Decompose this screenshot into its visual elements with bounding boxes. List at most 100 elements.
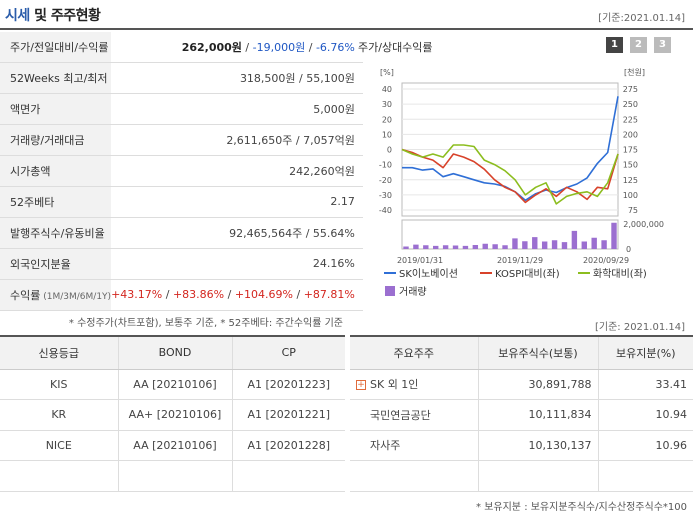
- shareholder-name: 국민연금공단: [350, 399, 479, 431]
- col-header-bond: BOND: [118, 337, 233, 370]
- col-header-shareholder: 주요주주: [350, 337, 479, 370]
- volume-bar: [462, 245, 469, 249]
- expand-plus-icon[interactable]: +: [356, 380, 366, 391]
- rating-agency: KIS: [0, 369, 119, 400]
- market-row: 52Weeks 최고/최저 318,500원 / 55,100원: [0, 62, 363, 95]
- return-1m: +43.17%: [111, 288, 163, 302]
- rating-agency: KR: [0, 399, 119, 431]
- period-button-1[interactable]: 1: [606, 37, 623, 53]
- y-left-tick-label: -10: [379, 161, 392, 170]
- col-header-shares: 보유주식수(보통): [478, 337, 599, 370]
- shares-held: 30,891,788: [478, 369, 599, 400]
- y-left-unit-label: [%]: [380, 68, 394, 77]
- market-row-label: 52Weeks 최고/최저: [0, 62, 112, 95]
- y-right-tick-label: 125: [623, 176, 638, 185]
- divider: [350, 335, 693, 337]
- table-row-empty: [350, 460, 693, 492]
- volume-bar: [482, 243, 488, 249]
- y-right-tick-label: 175: [623, 146, 638, 155]
- bond-rating: AA+ [20210106]: [118, 399, 233, 431]
- market-row-value: 24.16%: [111, 248, 363, 280]
- legend-label: KOSPI대비(좌): [495, 268, 560, 280]
- ownership-ratio: 10.94: [598, 399, 693, 431]
- y-left-tick-label: -20: [379, 176, 392, 185]
- market-row: 주가/전일대비/수익률 262,000원 / -19,000원 / -6.76%: [0, 32, 363, 64]
- legend-label: 화학대비(좌): [593, 268, 647, 280]
- price-value: 262,000원 / -19,000원 / -6.76%: [111, 32, 363, 64]
- volume-bar: [541, 241, 548, 249]
- market-row: 액면가 5,000원: [0, 93, 363, 126]
- table-header-row: 주요주주 보유주식수(보통) 보유지분(%): [350, 337, 693, 370]
- shareholder-name: 자사주: [350, 430, 479, 461]
- market-row: 거래량/거래대금 2,611,650주 / 7,057억원: [0, 124, 363, 157]
- footnote-ownership: * 보유지분 : 보유지분주식수/지수산정주식수*100: [476, 502, 687, 513]
- table-header-row: 신용등급 BOND CP: [0, 337, 345, 370]
- market-row-label: 거래량/거래대금: [0, 124, 112, 157]
- cp-rating: A1 [20201228]: [232, 430, 345, 461]
- col-header-ratio: 보유지분(%): [598, 337, 693, 370]
- y-right-tick-label: 100: [623, 191, 638, 200]
- market-row: 발행주식수/유동비율 92,465,564주 / 55.64%: [0, 217, 363, 249]
- table-row-empty: [0, 460, 345, 492]
- volume-bar: [571, 230, 578, 249]
- y-left-tick-label: 20: [382, 115, 392, 124]
- market-row-label: 발행주식수/유동비율: [0, 217, 112, 249]
- table-row: 자사주 10,130,137 10.96: [350, 430, 693, 461]
- table-row: NICE AA [20210106] A1 [20201228]: [0, 430, 345, 461]
- shareholder-base-date: [기준: 2021.01.14]: [594, 322, 685, 333]
- market-row-label: 시가총액: [0, 155, 112, 187]
- table-row: + SK 외 1인 30,891,788 33.41: [350, 369, 693, 400]
- returns-label-text: 수익률: [10, 288, 41, 302]
- empty-cell: [118, 460, 233, 492]
- y-right-tick-label: 225: [623, 115, 638, 124]
- period-button-3[interactable]: 3: [654, 37, 671, 53]
- period-button-2[interactable]: 2: [630, 37, 647, 53]
- current-price: 262,000원: [181, 41, 242, 55]
- market-row-value: 318,500원 / 55,100원: [111, 62, 363, 95]
- section-title-rest: 및 주주현황: [29, 8, 101, 24]
- volume-bar: [551, 240, 558, 249]
- y-left-tick-label: 10: [382, 130, 392, 139]
- y-left-tick-label: -40: [379, 206, 392, 215]
- legend-label: 거래량: [399, 286, 427, 298]
- returns-value: +43.17% / +83.86% / +104.69% / +87.81%: [111, 279, 363, 311]
- chart-panel: 주가/상대수익률 1 2 3 40 30 20 10 0 -10 -20 -30 -40 275 2…: [350, 32, 693, 310]
- y-right-tick-label: 75: [628, 206, 638, 215]
- chart-title: 주가/상대수익률: [358, 41, 433, 54]
- market-info-table: 주가/전일대비/수익률 262,000원 / -19,000원 / -6.76%…: [0, 32, 363, 311]
- volume-bar: [601, 240, 607, 249]
- separator: /: [305, 41, 316, 55]
- market-row-value: 2.17: [111, 186, 363, 218]
- price-change: -19,000원: [252, 41, 306, 55]
- volume-bar: [433, 245, 439, 249]
- shares-held: 10,111,834: [478, 399, 599, 431]
- table-row: KIS AA [20210106] A1 [20201223]: [0, 369, 345, 400]
- section-title: 시세 및 주주현황: [5, 5, 101, 25]
- cp-rating: A1 [20201221]: [232, 399, 345, 431]
- y-right-tick-label: 150: [623, 161, 638, 170]
- empty-cell: [598, 460, 693, 492]
- x-tick-label: 2019/01/31: [397, 256, 443, 265]
- empty-cell: [0, 460, 119, 492]
- shareholder-name[interactable]: + SK 외 1인: [350, 369, 479, 400]
- volume-bar: [442, 245, 449, 249]
- volume-bar: [472, 245, 479, 249]
- market-row-label: 액면가: [0, 93, 112, 126]
- credit-rating-table: 신용등급 BOND CP KIS AA [20210106] A1 [20201…: [0, 337, 345, 492]
- separator: /: [241, 41, 253, 55]
- ownership-ratio: 33.41: [598, 369, 693, 400]
- volume-bar: [413, 244, 419, 249]
- series-line: [401, 148, 619, 204]
- price-change-rate: -6.76%: [315, 41, 355, 55]
- volume-tick-label: 0: [626, 245, 631, 254]
- footnote-basis: * 수정주가(차트포함), 보통주 기준, * 52주베타: 주간수익률 기준: [68, 318, 343, 329]
- y-left-tick-label: -30: [379, 191, 392, 200]
- return-1y: +87.81%: [303, 288, 355, 302]
- col-header-cp: CP: [232, 337, 345, 370]
- y-right-unit-label: [천원]: [624, 67, 645, 77]
- y-right-tick-label: 200: [623, 130, 638, 139]
- returns-label-sub: (1M/3M/6M/1Y): [40, 291, 112, 302]
- empty-cell: [232, 460, 345, 492]
- volume-bar: [611, 222, 617, 249]
- rating-agency: NICE: [0, 430, 119, 461]
